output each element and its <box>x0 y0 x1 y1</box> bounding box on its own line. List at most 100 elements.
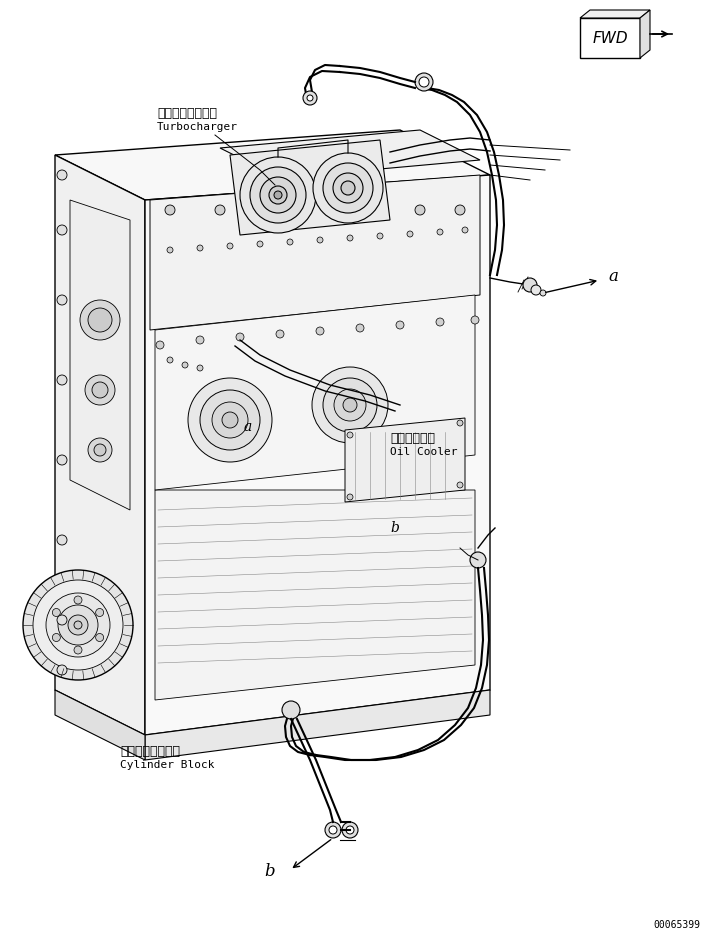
Text: a: a <box>244 420 252 434</box>
Text: Oil Cooler: Oil Cooler <box>390 447 457 457</box>
Circle shape <box>74 596 82 604</box>
Circle shape <box>471 316 479 324</box>
Circle shape <box>74 621 82 629</box>
Text: b: b <box>264 864 275 881</box>
Circle shape <box>365 205 375 215</box>
Circle shape <box>334 389 366 421</box>
Circle shape <box>356 324 364 332</box>
Circle shape <box>58 605 98 645</box>
Polygon shape <box>145 175 490 735</box>
Circle shape <box>396 321 404 329</box>
Circle shape <box>315 205 325 215</box>
Circle shape <box>531 285 541 295</box>
Polygon shape <box>155 295 475 490</box>
Circle shape <box>57 375 67 385</box>
Polygon shape <box>220 130 480 178</box>
Circle shape <box>437 229 443 235</box>
Circle shape <box>307 95 313 101</box>
Circle shape <box>88 308 112 332</box>
Polygon shape <box>55 690 145 760</box>
Polygon shape <box>145 690 490 760</box>
Circle shape <box>333 173 363 203</box>
Circle shape <box>57 535 67 545</box>
Circle shape <box>197 245 203 251</box>
Circle shape <box>33 580 123 670</box>
Circle shape <box>343 398 357 412</box>
Circle shape <box>57 170 67 180</box>
Polygon shape <box>640 10 650 58</box>
Circle shape <box>274 191 282 199</box>
Circle shape <box>347 235 353 241</box>
Circle shape <box>455 205 465 215</box>
Circle shape <box>197 365 203 371</box>
Circle shape <box>347 494 353 500</box>
Circle shape <box>156 341 164 349</box>
Polygon shape <box>155 490 475 700</box>
Circle shape <box>287 239 293 245</box>
Circle shape <box>215 205 225 215</box>
Circle shape <box>57 455 67 465</box>
Circle shape <box>167 357 173 363</box>
Circle shape <box>323 163 373 213</box>
Circle shape <box>457 482 463 488</box>
Circle shape <box>250 167 306 223</box>
Circle shape <box>377 233 383 239</box>
Circle shape <box>57 615 67 625</box>
Circle shape <box>436 318 444 326</box>
Text: シリンダブロック: シリンダブロック <box>120 745 180 758</box>
Circle shape <box>52 609 60 616</box>
Circle shape <box>68 615 88 635</box>
Circle shape <box>329 826 337 834</box>
Circle shape <box>240 157 316 233</box>
Polygon shape <box>55 130 490 200</box>
Polygon shape <box>230 140 390 235</box>
Circle shape <box>200 390 260 450</box>
Circle shape <box>342 822 358 838</box>
Circle shape <box>457 420 463 426</box>
Polygon shape <box>70 200 130 510</box>
Circle shape <box>227 243 233 249</box>
Text: ターボチャージャ: ターボチャージャ <box>157 107 217 120</box>
Text: オイルクーラ: オイルクーラ <box>390 432 435 445</box>
Circle shape <box>46 593 110 657</box>
Circle shape <box>415 205 425 215</box>
Circle shape <box>419 77 429 87</box>
Circle shape <box>415 73 433 91</box>
Polygon shape <box>580 18 640 58</box>
Circle shape <box>257 241 263 247</box>
Polygon shape <box>55 155 145 735</box>
Circle shape <box>282 701 300 719</box>
Circle shape <box>96 633 103 642</box>
Circle shape <box>94 444 106 456</box>
Circle shape <box>523 278 537 292</box>
Circle shape <box>167 247 173 253</box>
Circle shape <box>92 382 108 398</box>
Circle shape <box>269 186 287 204</box>
Text: FWD: FWD <box>592 31 628 46</box>
Circle shape <box>276 330 284 338</box>
Circle shape <box>470 552 486 568</box>
Circle shape <box>303 91 317 105</box>
Circle shape <box>85 375 115 405</box>
Circle shape <box>57 665 67 675</box>
Circle shape <box>182 362 188 368</box>
Circle shape <box>347 432 353 438</box>
Circle shape <box>323 378 377 432</box>
Circle shape <box>407 231 413 237</box>
Circle shape <box>96 609 103 616</box>
Circle shape <box>540 290 546 296</box>
Circle shape <box>265 205 275 215</box>
Circle shape <box>196 336 204 344</box>
Circle shape <box>341 181 355 195</box>
Circle shape <box>74 646 82 654</box>
Polygon shape <box>150 175 480 330</box>
Circle shape <box>462 227 468 233</box>
Circle shape <box>312 367 388 443</box>
Circle shape <box>316 327 324 335</box>
Circle shape <box>88 438 112 462</box>
Circle shape <box>260 177 296 213</box>
Polygon shape <box>580 10 650 18</box>
Circle shape <box>236 333 244 341</box>
Polygon shape <box>345 418 465 502</box>
Text: Turbocharger: Turbocharger <box>157 122 238 132</box>
